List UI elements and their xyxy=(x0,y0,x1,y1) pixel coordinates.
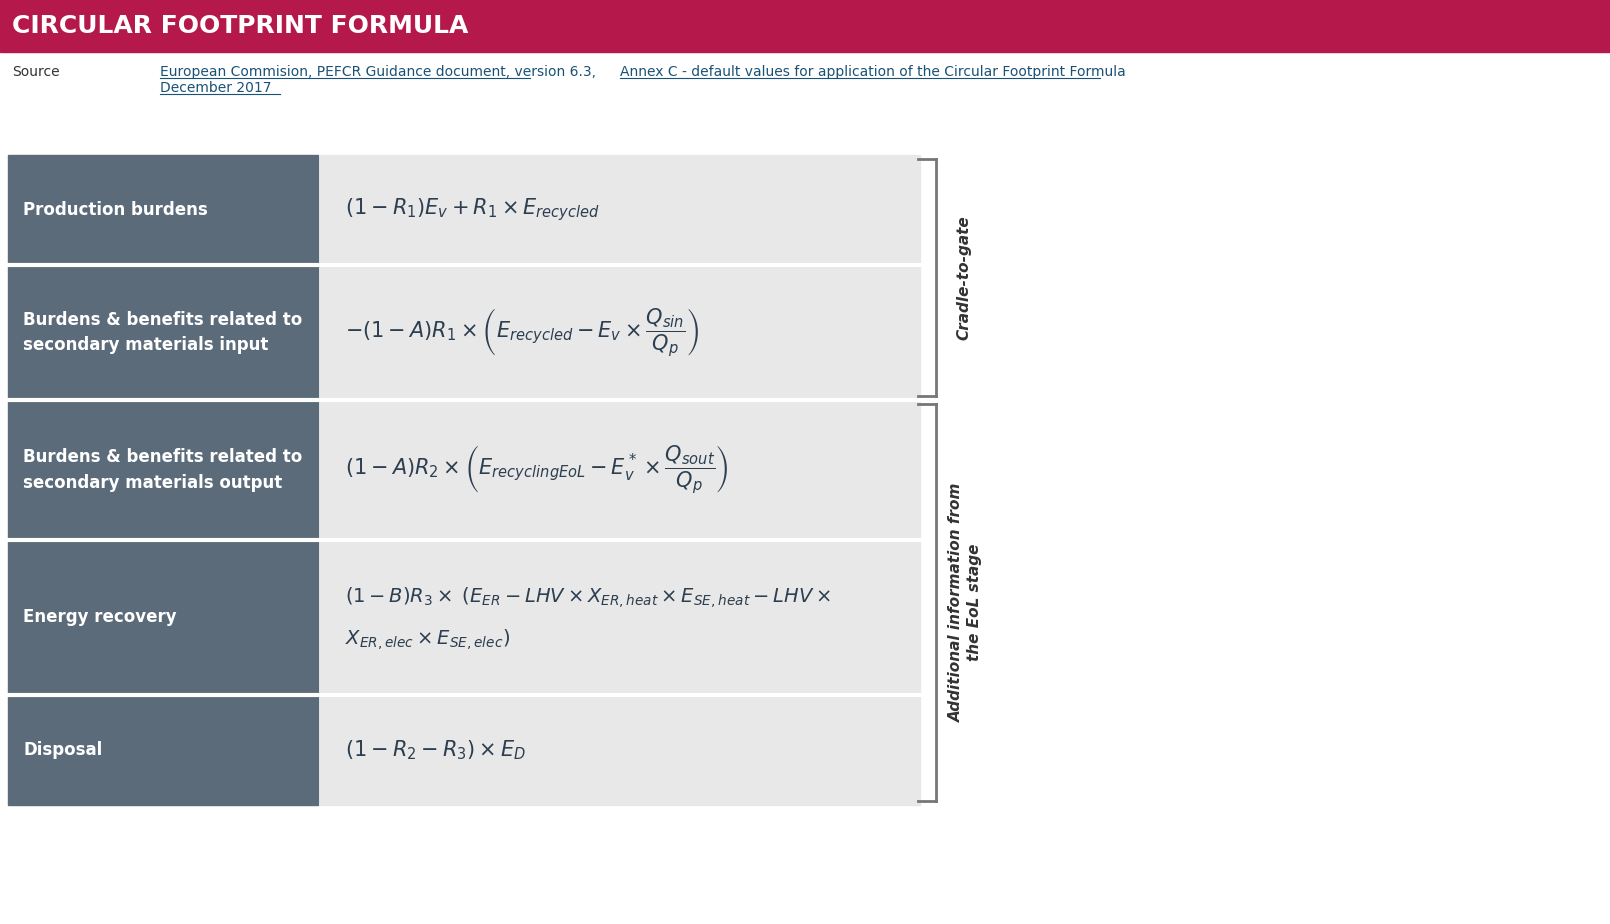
Text: Annex C - default values for application of the Circular Footprint Formula: Annex C - default values for application… xyxy=(620,65,1125,79)
Text: Cradle-to-gate: Cradle-to-gate xyxy=(956,215,971,340)
Bar xyxy=(8,540,319,695)
Text: Source: Source xyxy=(11,65,60,79)
Text: CIRCULAR FOOTPRINT FORMULA: CIRCULAR FOOTPRINT FORMULA xyxy=(11,14,469,38)
Bar xyxy=(8,400,319,540)
Bar xyxy=(8,695,319,805)
Bar xyxy=(8,155,319,265)
Bar xyxy=(320,155,919,265)
Text: $X_{ER,elec} \times E_{SE,elec})$: $X_{ER,elec} \times E_{SE,elec})$ xyxy=(345,627,510,652)
Bar xyxy=(320,540,919,695)
Text: $(1 - A)R_2 \times \left(E_{recyclingEoL} - E^*_v \times \dfrac{Q_{sout}}{Q_p}\r: $(1 - A)R_2 \times \left(E_{recyclingEoL… xyxy=(345,444,729,496)
Bar xyxy=(320,265,919,400)
Bar xyxy=(8,265,319,400)
Text: $(1 - R_2 - R_3) \times E_D$: $(1 - R_2 - R_3) \times E_D$ xyxy=(345,738,526,761)
Text: Energy recovery: Energy recovery xyxy=(23,609,177,626)
Text: December 2017: December 2017 xyxy=(159,81,272,95)
Text: European Commision, PEFCR Guidance document, version 6.3,: European Commision, PEFCR Guidance docum… xyxy=(159,65,596,79)
Text: Burdens & benefits related to
secondary materials input: Burdens & benefits related to secondary … xyxy=(23,311,303,354)
Text: Burdens & benefits related to
secondary materials output: Burdens & benefits related to secondary … xyxy=(23,448,303,492)
Text: the EoL stage: the EoL stage xyxy=(966,543,982,662)
Text: Disposal: Disposal xyxy=(23,741,103,759)
Bar xyxy=(320,695,919,805)
Text: $(1 - B)R_3 \times \;(E_{ER} - LHV \times X_{ER,heat} \times E_{SE,heat} - LHV \: $(1 - B)R_3 \times \;(E_{ER} - LHV \time… xyxy=(345,585,831,610)
Text: Additional information from: Additional information from xyxy=(948,483,963,723)
Bar xyxy=(0,0,1610,52)
Text: $-(1 - A)R_1 \times \left(E_{recycled} - E_v \times \dfrac{Q_{sin}}{Q_p}\right)$: $-(1 - A)R_1 \times \left(E_{recycled} -… xyxy=(345,306,699,359)
Bar xyxy=(320,400,919,540)
Text: $(1 - R_1)E_v + R_1 \times E_{recycled}$: $(1 - R_1)E_v + R_1 \times E_{recycled}$ xyxy=(345,197,601,224)
Text: Production burdens: Production burdens xyxy=(23,201,208,219)
